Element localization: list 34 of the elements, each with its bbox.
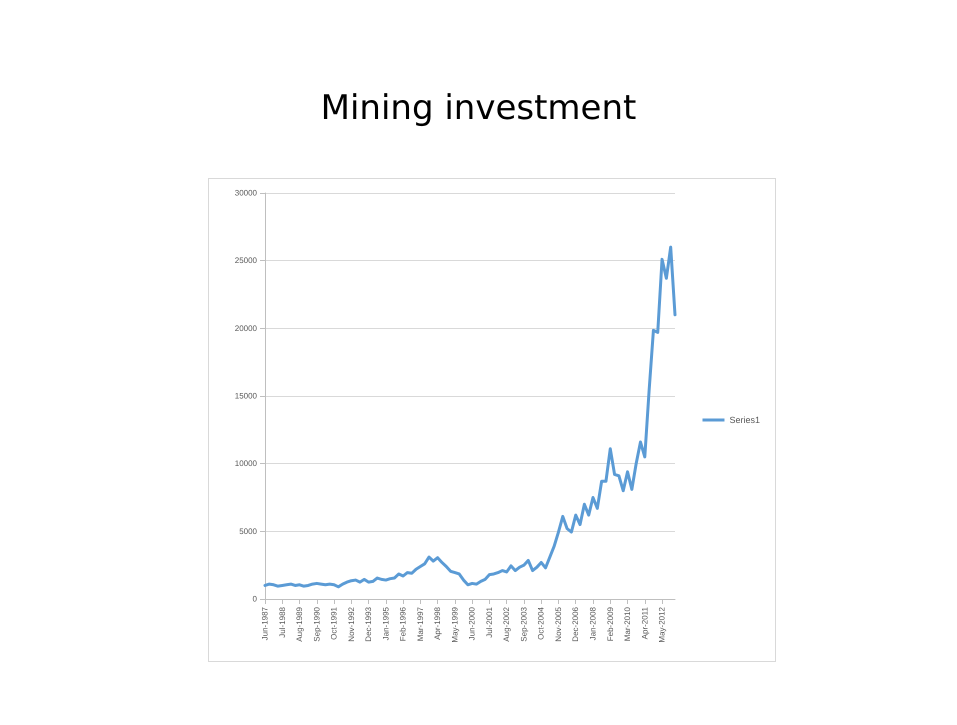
x-tick-label: Aug-2002 [502,606,512,642]
x-tick-label: May-2012 [658,606,667,643]
x-tick-label: Oct-1991 [330,606,339,640]
x-tick-label: Feb-1996 [398,606,408,642]
x-tick-label: Mar-2010 [623,606,632,642]
y-tick-label: 25000 [234,256,258,266]
y-tick-label: 5000 [239,526,258,536]
x-tick-label: May-1999 [450,606,460,643]
y-tick-label: 15000 [234,392,258,400]
x-tick-label: Dec-1993 [364,606,374,642]
y-tick-label: 20000 [234,324,258,333]
x-tick-label: Apr-1998 [433,606,442,640]
legend-label: Series1 [729,415,760,425]
x-tick-label: Mar-1997 [416,606,425,642]
x-tick-label: Jun-1987 [260,606,270,640]
x-tick-label: Sep-1990 [312,606,322,642]
y-tick-label: 0 [252,594,258,604]
y-tick-label: 30000 [234,188,258,198]
x-tick-label: Nov-1992 [346,606,356,642]
x-tick-label: Dec-2006 [571,606,580,642]
x-tick-label: Oct-2004 [536,606,546,640]
x-tick-label: Aug-1989 [295,606,304,642]
y-tick-label: 10000 [234,459,258,468]
x-tick-label: Feb-2009 [606,606,615,642]
x-tick-label: Jun-2000 [468,606,477,640]
x-tick-label: Nov-2005 [554,606,563,642]
x-tick-label: Jul-1988 [278,606,287,638]
x-tick-label: Jan-1995 [381,606,390,640]
x-tick-label: Jul-2001 [484,606,494,638]
x-tick-label: Sep-2003 [519,606,528,642]
line-series [264,246,676,588]
x-tick-label: Jan-2008 [588,606,598,640]
x-tick-label: Apr-2011 [640,606,650,640]
chart-title: Mining investment [320,87,638,128]
